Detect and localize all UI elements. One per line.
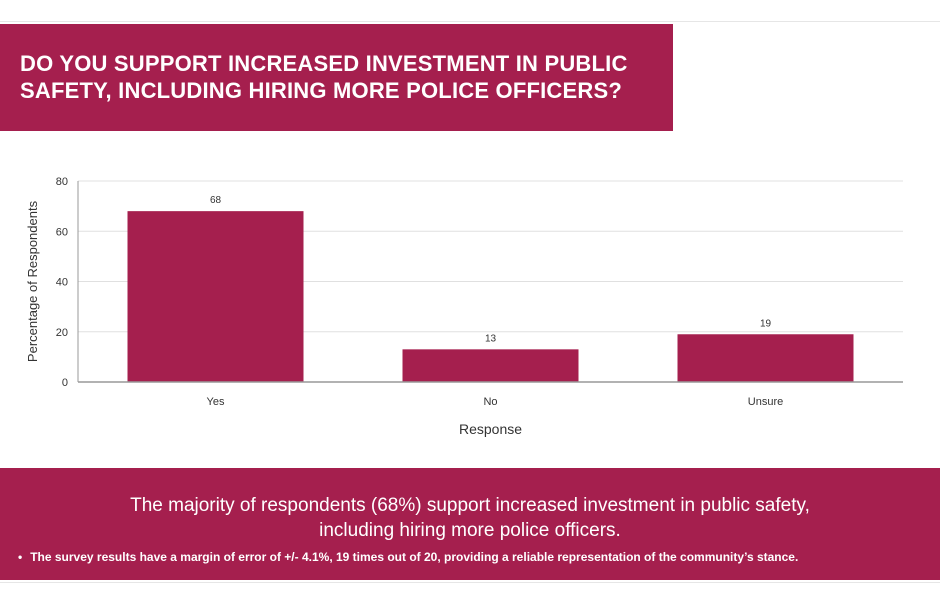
bar-chart: 0 20 40 60 80 68 Yes 13 No 19 Unsure Response Percen… bbox=[25, 176, 903, 437]
bottom-divider bbox=[0, 582, 940, 583]
summary-text: The majority of respondents (68%) suppor… bbox=[130, 495, 810, 541]
data-label: 68 bbox=[210, 195, 222, 206]
y-tick-label: 40 bbox=[56, 277, 68, 289]
title-banner bbox=[0, 24, 673, 131]
bar bbox=[677, 334, 854, 382]
note-text: The survey results have a margin of erro… bbox=[30, 550, 799, 564]
data-label: 13 bbox=[485, 333, 497, 344]
margin-of-error-note: • The survey results have a margin of err… bbox=[18, 550, 928, 564]
top-divider bbox=[0, 21, 940, 22]
chart-title: DO YOU SUPPORT INCREASED INVESTMENT IN P… bbox=[20, 51, 628, 103]
x-tick-label: Yes bbox=[207, 396, 225, 408]
y-tick-label: 0 bbox=[62, 377, 68, 389]
bar bbox=[127, 211, 304, 382]
bullet-icon: • bbox=[18, 550, 23, 564]
y-tick-label: 80 bbox=[56, 176, 68, 188]
footer-banner bbox=[0, 468, 940, 580]
y-tick-label: 20 bbox=[56, 327, 68, 339]
x-tick-label: Unsure bbox=[748, 396, 783, 408]
x-tick-label: No bbox=[483, 396, 497, 408]
y-tick-label: 60 bbox=[56, 226, 68, 238]
x-axis-title: Response bbox=[459, 421, 522, 437]
bar bbox=[402, 349, 579, 382]
y-axis-title: Percentage of Respondents bbox=[25, 200, 40, 362]
data-label: 19 bbox=[760, 318, 772, 329]
